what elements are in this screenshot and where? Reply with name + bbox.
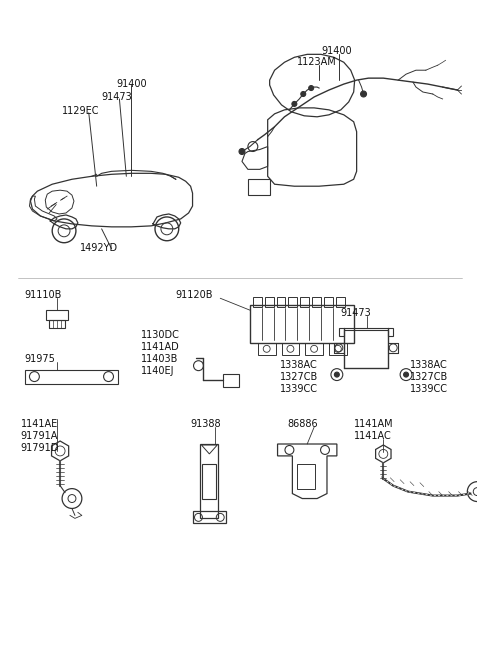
Text: 1130DC: 1130DC (141, 330, 180, 340)
Text: 91473: 91473 (341, 308, 372, 318)
Circle shape (292, 102, 297, 106)
Text: 1129EC: 1129EC (62, 106, 99, 116)
Bar (300, 297, 309, 307)
Bar (253, 297, 262, 307)
Bar (329, 343, 347, 355)
Text: 91791D: 91791D (21, 443, 59, 453)
Bar (264, 297, 274, 307)
Bar (192, 512, 226, 523)
Text: 1339CC: 1339CC (410, 384, 448, 394)
Text: 1327CB: 1327CB (410, 371, 448, 382)
Text: 1140EJ: 1140EJ (141, 365, 175, 376)
Circle shape (301, 92, 306, 96)
Bar (276, 297, 286, 307)
Bar (203, 464, 216, 498)
Bar (46, 310, 68, 320)
Bar (324, 297, 333, 307)
Text: 1339CC: 1339CC (279, 384, 318, 394)
Text: 91110B: 91110B (24, 290, 62, 301)
Bar (24, 369, 119, 384)
Bar (223, 373, 239, 388)
Circle shape (360, 91, 367, 97)
Text: 86886: 86886 (288, 419, 318, 429)
Circle shape (239, 149, 245, 155)
Text: 91791A: 91791A (21, 431, 58, 441)
Bar (336, 297, 345, 307)
Circle shape (309, 86, 313, 90)
Text: 1141AE: 1141AE (21, 419, 58, 429)
Text: 11403B: 11403B (141, 354, 179, 364)
Bar (248, 179, 270, 195)
Bar (305, 343, 323, 355)
Bar (49, 320, 65, 328)
Text: 1123AM: 1123AM (297, 57, 337, 67)
Bar (312, 297, 321, 307)
Text: 91400: 91400 (321, 47, 352, 56)
Text: 1492YD: 1492YD (80, 243, 118, 253)
Text: 91120B: 91120B (176, 290, 213, 301)
Text: 1141AD: 1141AD (141, 342, 180, 352)
Text: 1141AC: 1141AC (354, 431, 391, 441)
Bar (281, 343, 300, 355)
Bar (250, 305, 354, 343)
Circle shape (404, 372, 408, 377)
Text: 1338AC: 1338AC (410, 360, 448, 369)
Text: 1327CB: 1327CB (279, 371, 318, 382)
Text: 1141AM: 1141AM (354, 419, 393, 429)
Text: 91473: 91473 (102, 92, 132, 102)
Text: 91400: 91400 (117, 79, 147, 89)
Text: 91975: 91975 (24, 354, 55, 364)
Bar (258, 343, 276, 355)
Circle shape (335, 372, 339, 377)
Bar (297, 464, 315, 489)
Text: 1338AC: 1338AC (279, 360, 317, 369)
Text: 91388: 91388 (191, 419, 221, 429)
Bar (288, 297, 297, 307)
Bar (201, 444, 218, 518)
